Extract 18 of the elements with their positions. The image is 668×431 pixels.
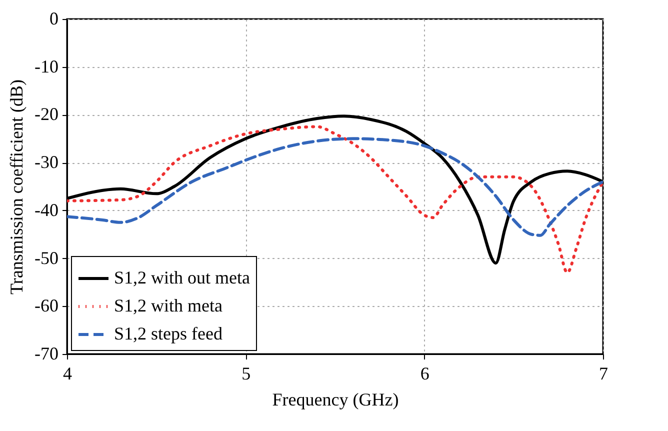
y-tick-label: -30 [34,152,58,172]
x-tick-label: 5 [242,364,251,384]
legend-label: S1,2 with out meta [114,268,250,288]
y-tick-label: -40 [34,200,58,220]
x-tick-label: 4 [63,364,72,384]
x-tick-label: 6 [420,364,430,384]
y-tick-label: -70 [34,344,58,364]
line-series [67,137,603,237]
x-axis-title: Frequency (GHz) [272,390,399,410]
y-tick-label: -50 [34,248,58,268]
legend-label: S1,2 with meta [114,296,223,316]
y-tick-label: -20 [34,104,58,124]
y-axis-title: Transmission coefficient (dB) [6,80,27,294]
y-tick-label: 0 [50,8,58,28]
x-tick-label: 7 [599,364,608,384]
y-tick-label: -10 [34,56,58,76]
legend-label: S1,2 steps feed [114,324,222,344]
y-tick-label: -60 [34,296,58,316]
